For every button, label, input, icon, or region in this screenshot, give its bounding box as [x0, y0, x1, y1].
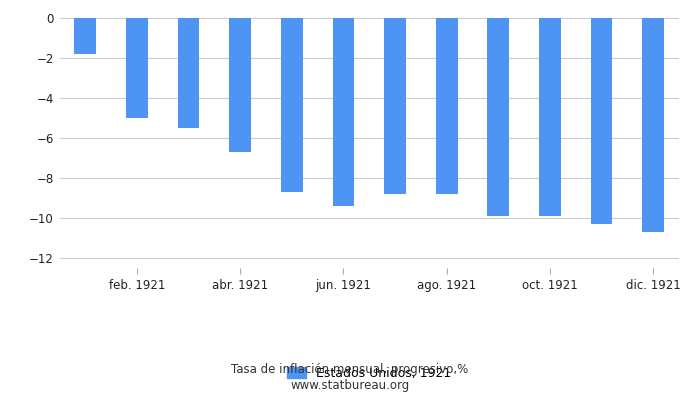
- Bar: [281, 18, 302, 192]
- Text: www.statbureau.org: www.statbureau.org: [290, 380, 410, 392]
- Bar: [539, 18, 561, 216]
- Bar: [332, 18, 354, 206]
- Bar: [487, 18, 509, 216]
- Bar: [384, 18, 406, 194]
- Text: Tasa de inflación mensual, progresivo,%: Tasa de inflación mensual, progresivo,%: [232, 364, 468, 376]
- Bar: [230, 18, 251, 152]
- Bar: [74, 18, 96, 54]
- Bar: [126, 18, 148, 118]
- Legend: Estados Unidos, 1921: Estados Unidos, 1921: [287, 366, 452, 380]
- Bar: [591, 18, 612, 224]
- Bar: [643, 18, 664, 232]
- Bar: [178, 18, 200, 128]
- Bar: [436, 18, 458, 194]
